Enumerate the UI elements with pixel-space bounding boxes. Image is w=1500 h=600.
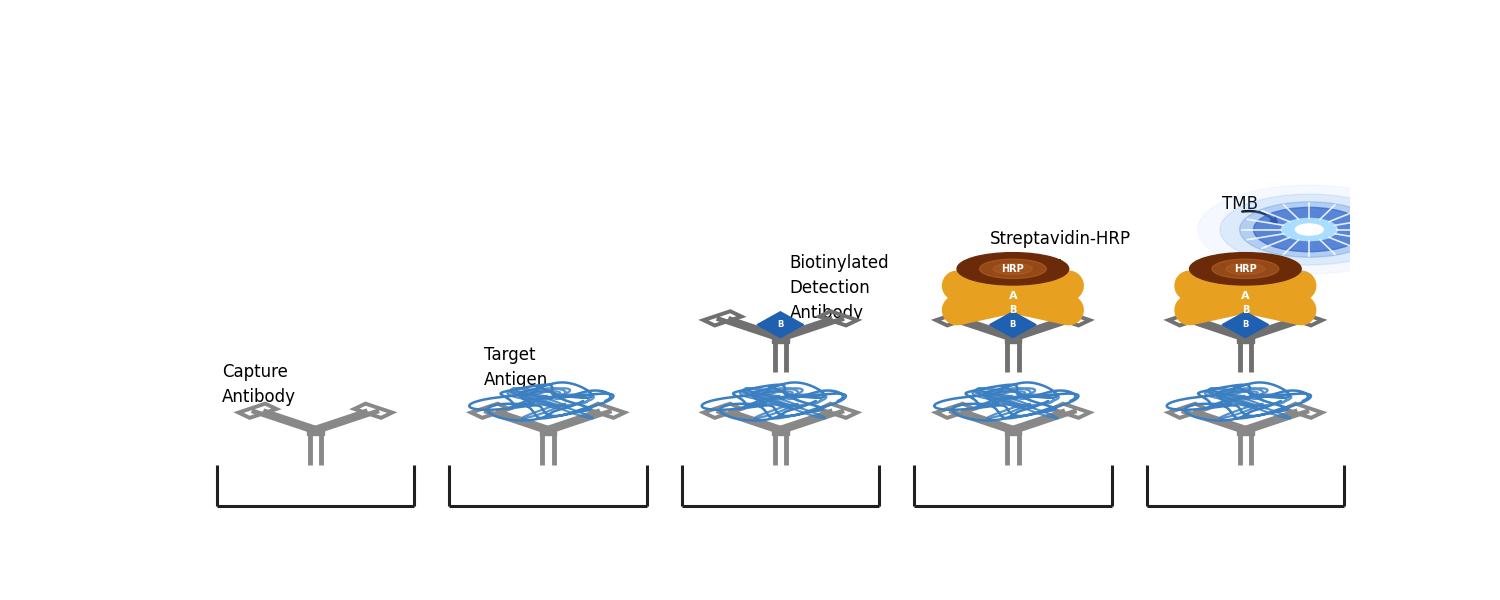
Bar xyxy=(308,429,324,435)
Text: HRP: HRP xyxy=(1234,264,1257,274)
Circle shape xyxy=(1281,218,1336,241)
Circle shape xyxy=(1220,194,1398,265)
Text: Capture
Antibody: Capture Antibody xyxy=(222,363,297,406)
Polygon shape xyxy=(758,312,804,338)
Circle shape xyxy=(1239,202,1378,257)
Circle shape xyxy=(1296,224,1323,235)
Ellipse shape xyxy=(1212,259,1280,278)
Text: A: A xyxy=(1240,291,1250,301)
Bar xyxy=(772,429,789,435)
Text: Biotinylated
Detection
Antibody: Biotinylated Detection Antibody xyxy=(789,254,889,322)
Bar xyxy=(1005,429,1022,435)
Bar xyxy=(1238,337,1254,343)
Text: B: B xyxy=(1242,305,1250,315)
Bar xyxy=(540,429,556,435)
Bar xyxy=(1238,429,1254,435)
Ellipse shape xyxy=(980,259,1047,278)
Text: HRP: HRP xyxy=(1002,264,1025,274)
Bar xyxy=(772,337,789,343)
Bar xyxy=(1005,337,1022,343)
Text: B: B xyxy=(1010,305,1017,315)
Text: TMB: TMB xyxy=(1222,195,1258,213)
Text: B: B xyxy=(1010,320,1016,329)
Text: B: B xyxy=(777,320,783,329)
Ellipse shape xyxy=(957,253,1068,285)
Polygon shape xyxy=(1222,312,1269,338)
Text: Streptavidin-HRP
Complex: Streptavidin-HRP Complex xyxy=(990,230,1131,272)
Text: Target
Antigen: Target Antigen xyxy=(484,346,548,389)
Circle shape xyxy=(1197,185,1420,274)
Circle shape xyxy=(1254,208,1365,252)
Ellipse shape xyxy=(1190,253,1300,285)
Text: A: A xyxy=(1008,291,1017,301)
Ellipse shape xyxy=(1226,263,1264,274)
Polygon shape xyxy=(990,312,1036,338)
Text: B: B xyxy=(1242,320,1248,329)
Ellipse shape xyxy=(993,263,1032,274)
